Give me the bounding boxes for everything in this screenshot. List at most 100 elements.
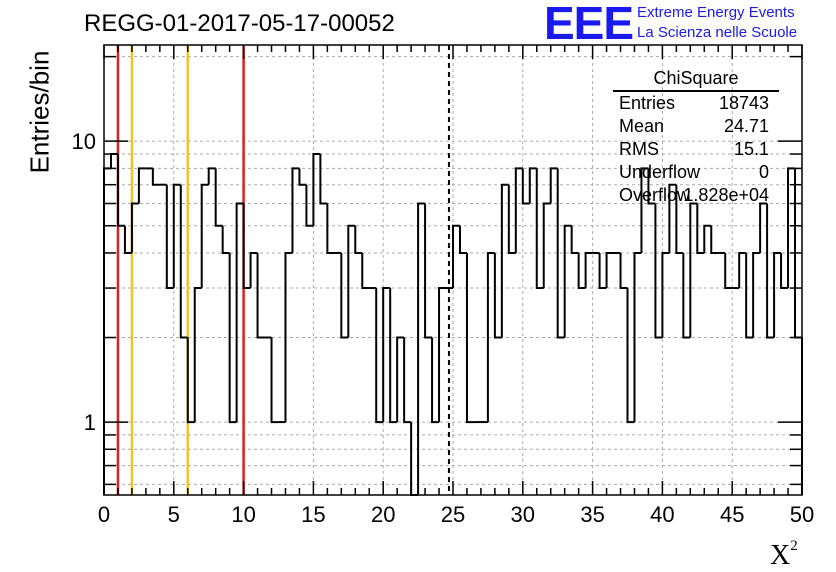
- histogram-bin: [270, 337, 279, 424]
- x-tick-label: 0: [98, 502, 110, 527]
- stats-title: ChiSquare: [653, 68, 739, 88]
- stats-value: 0: [758, 162, 769, 182]
- histogram-bin: [284, 251, 293, 423]
- stats-value: 1.828e+04: [683, 185, 769, 205]
- histogram-bin: [242, 203, 251, 290]
- histogram-bin: [214, 168, 223, 227]
- stats-key: Underflow: [619, 162, 701, 182]
- y-axis-label: Entries/bin: [24, 50, 55, 174]
- histogram-bin: [633, 251, 642, 423]
- histogram-bin: [347, 224, 356, 338]
- histogram-bin: [696, 203, 705, 254]
- histogram-bin: [137, 167, 146, 204]
- stats-key: RMS: [619, 139, 659, 159]
- stats-row-mean: Mean 24.71: [619, 115, 769, 137]
- histogram-bin: [326, 203, 335, 254]
- stats-key: Mean: [619, 116, 665, 136]
- histogram-bin: [403, 337, 412, 424]
- histogram-bin: [619, 252, 628, 290]
- histogram-bin: [759, 202, 768, 253]
- y-tick-label: 1: [84, 410, 96, 435]
- histogram-bin: [193, 287, 202, 423]
- histogram-bin: [668, 183, 677, 253]
- histogram-bin: [493, 252, 502, 339]
- histogram-bin: [312, 153, 321, 226]
- histogram-bin: [291, 167, 300, 253]
- histogram-bin: [340, 252, 349, 339]
- x-tick-label: 35: [580, 502, 604, 527]
- histogram-bin: [647, 168, 656, 205]
- histogram-bin: [528, 167, 537, 204]
- stats-box: ChiSquare Entries 18743 Mean 24.71 RMS 1…: [613, 66, 779, 208]
- histogram-bin: [605, 251, 614, 289]
- histogram-bin: [549, 167, 558, 204]
- stats-value: 15.1: [733, 139, 769, 159]
- histogram-bin: [752, 251, 761, 338]
- histogram-bin: [319, 154, 328, 205]
- histogram-bin: [375, 288, 384, 424]
- histogram-bin: [724, 252, 733, 290]
- logo-line-2: La Scienza nelle Scuole: [637, 24, 798, 41]
- histogram-bin: [514, 167, 523, 253]
- stats-title-rule: [613, 90, 779, 92]
- x-tick-label: 20: [371, 502, 395, 527]
- stats-value: 24.71: [723, 116, 769, 136]
- histogram-bin: [228, 252, 237, 424]
- x-tick-label: 40: [650, 502, 674, 527]
- stats-row-rms: RMS 15.1: [619, 138, 769, 160]
- histogram-bin: [207, 167, 216, 185]
- histogram-bin: [103, 167, 111, 495]
- histogram-bin: [396, 336, 405, 423]
- histogram-bin: [563, 224, 572, 338]
- histogram-bin: [389, 288, 398, 424]
- histogram-bin: [787, 167, 796, 289]
- histogram-bin: [773, 251, 782, 338]
- x-tick-label: 45: [720, 502, 744, 527]
- histogram-bin: [535, 168, 544, 290]
- histogram-bin: [703, 224, 712, 253]
- histogram-bin: [745, 252, 754, 339]
- histogram-bin: [249, 251, 258, 289]
- histogram-bin: [361, 252, 370, 290]
- x-tick-label: 30: [511, 502, 535, 527]
- histogram-bin: [172, 183, 181, 289]
- histogram-bin: [556, 168, 565, 339]
- histogram-bin: [661, 251, 670, 338]
- histogram-bin: [675, 184, 684, 254]
- histogram-bin: [689, 202, 698, 338]
- histogram-bin: [256, 252, 265, 339]
- histogram-bin: [116, 154, 125, 227]
- x-axis-label-exp: 2: [790, 538, 798, 554]
- histogram-bin: [438, 287, 447, 423]
- histogram-bin: [465, 252, 474, 424]
- histogram-bin: [570, 225, 579, 254]
- logo-line-1: Extreme Energy Events: [637, 4, 795, 21]
- histogram-bin: [780, 252, 789, 290]
- histogram-bin: [766, 203, 775, 339]
- histogram-bin: [626, 288, 635, 424]
- x-axis-label-base: X: [770, 540, 791, 571]
- histogram-bin: [654, 203, 663, 339]
- histogram-bin: [738, 251, 747, 289]
- histogram-bin: [682, 252, 691, 339]
- histogram-bin: [584, 251, 593, 289]
- histogram-bin: [452, 224, 460, 289]
- histogram-bin: [130, 202, 139, 253]
- histogram-bin: [151, 168, 160, 186]
- eee-logo: EEE: [544, 0, 634, 49]
- histogram-bin: [598, 252, 607, 290]
- histogram-bin: [507, 184, 516, 254]
- x-axis-label: X2: [770, 538, 798, 572]
- histogram-bin: [235, 202, 244, 423]
- histogram-bin: [640, 167, 649, 253]
- histogram-bin: [298, 168, 307, 186]
- x-tick-label: 5: [168, 502, 180, 527]
- stats-row-entries: Entries 18743: [619, 92, 769, 114]
- histogram-bin: [200, 183, 209, 289]
- histogram-bin: [221, 225, 230, 254]
- x-tick-label: 25: [441, 502, 465, 527]
- histogram-bin: [354, 225, 363, 254]
- y-tick-label: 10: [72, 129, 96, 154]
- histogram-bin: [382, 287, 391, 423]
